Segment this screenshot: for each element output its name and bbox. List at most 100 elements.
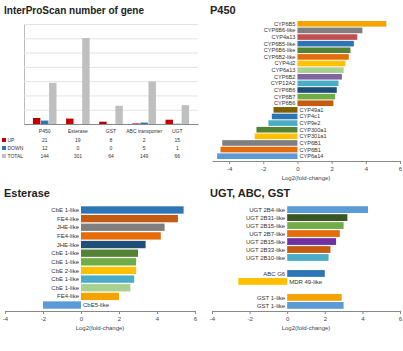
grid-line <box>24 67 198 68</box>
x-axis: P450EsteraseGSTABC transporterUGT <box>25 125 199 134</box>
bar <box>256 127 297 133</box>
bar <box>49 83 56 124</box>
x-axis: -4-20246 <box>213 161 403 172</box>
bar <box>221 147 298 153</box>
category-label: CYP9e2 <box>299 120 320 126</box>
category-label: CYP6B7 <box>274 94 296 100</box>
category-label: CYP4c1 <box>299 113 320 119</box>
bar <box>99 122 106 124</box>
tick-label: -4 <box>3 316 9 322</box>
bar <box>81 215 178 222</box>
tick: 4 <box>156 311 160 322</box>
axis-line <box>213 161 401 162</box>
tick: 6 <box>399 161 403 172</box>
legend-swatch <box>2 138 6 142</box>
bar <box>115 106 122 124</box>
axis-line <box>213 311 401 312</box>
tick-label: -2 <box>247 316 253 322</box>
bar <box>268 120 297 126</box>
category-label: JHE-like <box>57 242 80 248</box>
bar <box>287 270 325 277</box>
legend-swatch <box>2 146 6 150</box>
axis-line <box>6 311 196 312</box>
bar <box>297 41 353 47</box>
category-label: CYP6B6 <box>274 87 296 93</box>
tick <box>24 24 198 25</box>
tick <box>24 53 198 54</box>
bars <box>33 38 189 124</box>
tick-label: 0 <box>80 316 84 322</box>
tick-label: 4 <box>365 166 369 172</box>
category-label: FE4-like <box>57 216 80 222</box>
bar <box>174 123 181 124</box>
tick: 2 <box>324 311 328 322</box>
bar <box>287 222 343 229</box>
tick-mark <box>287 311 288 314</box>
bar <box>81 206 184 213</box>
tick-label: 0 <box>296 166 300 172</box>
category-label: CYP6B2-like <box>264 54 296 60</box>
tick-mark <box>229 161 230 164</box>
tick: -2 <box>247 311 253 322</box>
bar <box>297 54 348 60</box>
chart-title: InterProScan number of gene <box>4 5 144 16</box>
bar <box>81 241 146 248</box>
category-label: CbE 1-like <box>51 250 79 256</box>
tick-label: 6 <box>194 316 198 322</box>
tick: Esterase <box>68 128 88 134</box>
bar <box>33 118 40 124</box>
tick-mark <box>157 311 158 314</box>
table-value: 1 <box>176 145 179 151</box>
tick-mark <box>5 311 6 314</box>
tick-label: 2 <box>330 166 334 172</box>
grid-line <box>24 124 198 125</box>
category-label: CYP6B5-like <box>264 41 296 47</box>
tick-mark <box>195 311 196 314</box>
bar <box>82 38 89 124</box>
chart-title: UGT, ABC, GST <box>210 187 291 199</box>
bar <box>149 81 156 124</box>
axis-title: Log2(fold-change) <box>76 325 125 331</box>
tick: -2 <box>261 161 267 172</box>
tick: -2 <box>41 311 47 322</box>
category-label: GST 1-like <box>257 295 286 301</box>
axis-line <box>25 25 199 125</box>
bar <box>222 140 297 146</box>
tick-mark <box>263 161 264 164</box>
bar <box>255 134 298 140</box>
bar <box>81 258 136 265</box>
bar <box>66 119 73 124</box>
tick <box>24 124 198 125</box>
bar <box>287 238 336 245</box>
table-value: 21 <box>42 137 48 143</box>
tick-label: 6 <box>399 316 403 322</box>
category-label: MDR 49-like <box>289 279 323 285</box>
legend-label: DOWN <box>8 145 24 151</box>
table-value: 149 <box>140 153 149 159</box>
category-label: CYP6B1 <box>299 147 321 153</box>
bar <box>287 246 330 253</box>
tick: 6 <box>399 311 403 322</box>
bar <box>297 28 362 34</box>
category-labels: CYP6B5CYP6B6-likeCYP4a13CYP6B5-likeCYP6B… <box>264 21 327 159</box>
data-table: UP21198215DOWN120051TOTAL1443016414966 <box>2 137 180 159</box>
tick: P450 <box>39 128 51 134</box>
bar <box>297 21 386 27</box>
category-label: FE4-like <box>57 293 80 299</box>
category-label: UGT 2B10-like <box>246 255 286 261</box>
table-value: 0 <box>110 145 113 151</box>
axis-title: Log2(fold-change) <box>282 325 331 331</box>
bar <box>166 120 173 124</box>
bar <box>132 123 139 124</box>
bar <box>43 301 81 308</box>
tick-mark <box>332 161 333 164</box>
tick-mark <box>119 311 120 314</box>
category-label: UGT 2B4-like <box>249 207 286 213</box>
category-label: CbE 1-like <box>51 207 79 213</box>
category-label: CYP6a14 <box>299 153 323 159</box>
category-label: CYP6B6-like <box>264 27 296 33</box>
table-value: 64 <box>108 153 114 159</box>
tick-label: 4 <box>361 316 365 322</box>
table-value: 2 <box>143 137 146 143</box>
bar <box>107 124 114 125</box>
